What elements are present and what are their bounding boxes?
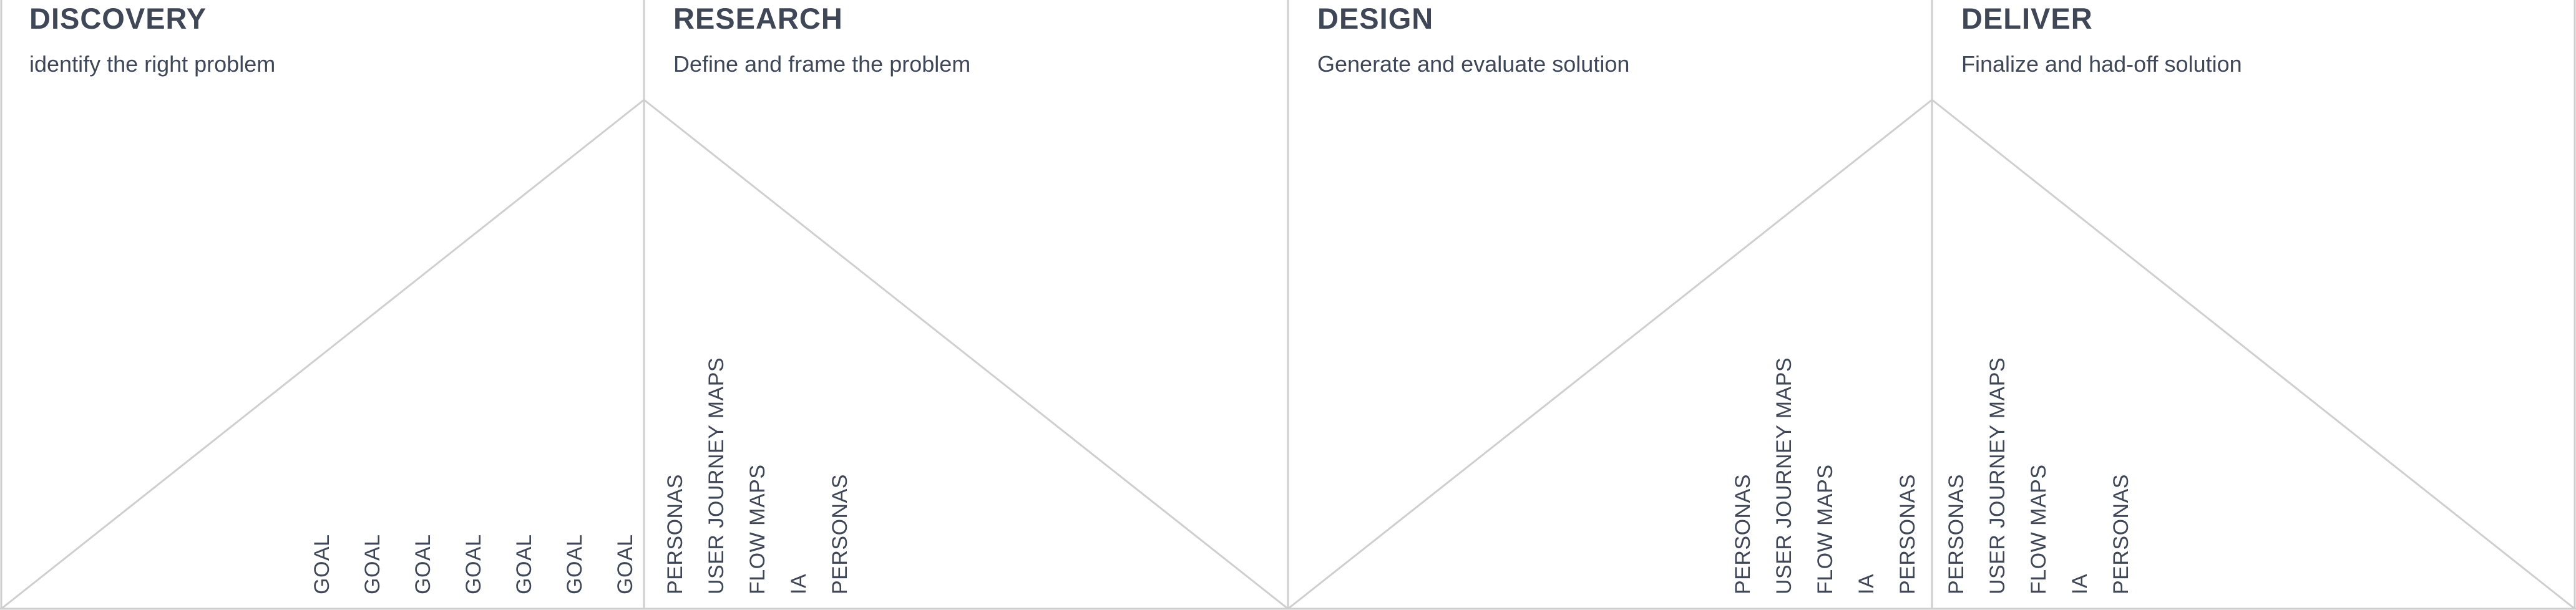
goal-label: GOAL	[462, 534, 485, 594]
design-label: IA	[1855, 573, 1878, 594]
design-label: PERSONAS	[1896, 474, 1920, 594]
phase-title-design: DESIGN	[1317, 2, 1434, 35]
deliver-label: FLOW MAPS	[2027, 464, 2051, 594]
phase-subtitle-design: Generate and evaluate solution	[1317, 51, 1630, 77]
phase-subtitle-deliver: Finalize and had-off solution	[1961, 51, 2242, 77]
phase-title-discovery: DISCOVERY	[29, 2, 207, 35]
deliver-label: PERSONAS	[2109, 474, 2133, 594]
goal-label: GOAL	[361, 534, 384, 594]
research-label: PERSONAS	[663, 474, 687, 594]
deliver-label: USER JOURNEY MAPS	[1986, 357, 2009, 594]
research-label: USER JOURNEY MAPS	[705, 357, 728, 594]
phase-title-deliver: DELIVER	[1961, 2, 2093, 35]
phase-subtitle-discovery: identify the right problem	[29, 51, 276, 77]
goal-label: GOAL	[512, 534, 536, 594]
phase-title-research: RESEARCH	[673, 2, 843, 35]
diamond-left	[1, 99, 1289, 610]
research-label: PERSONAS	[828, 474, 852, 594]
deliver-label: PERSONAS	[1944, 474, 1968, 594]
design-label: FLOW MAPS	[1813, 464, 1837, 594]
design-label: PERSONAS	[1731, 474, 1755, 594]
goal-label: GOAL	[613, 534, 637, 594]
research-label: IA	[787, 573, 811, 594]
phase-subtitle-research: Define and frame the problem	[673, 51, 971, 77]
goal-label: GOAL	[310, 534, 334, 594]
diamond-right	[1287, 99, 2575, 610]
goal-label: GOAL	[563, 534, 587, 594]
research-label: FLOW MAPS	[746, 464, 769, 594]
deliver-label: IA	[2068, 573, 2092, 594]
goal-label: GOAL	[411, 534, 435, 594]
design-label: USER JOURNEY MAPS	[1772, 357, 1796, 594]
